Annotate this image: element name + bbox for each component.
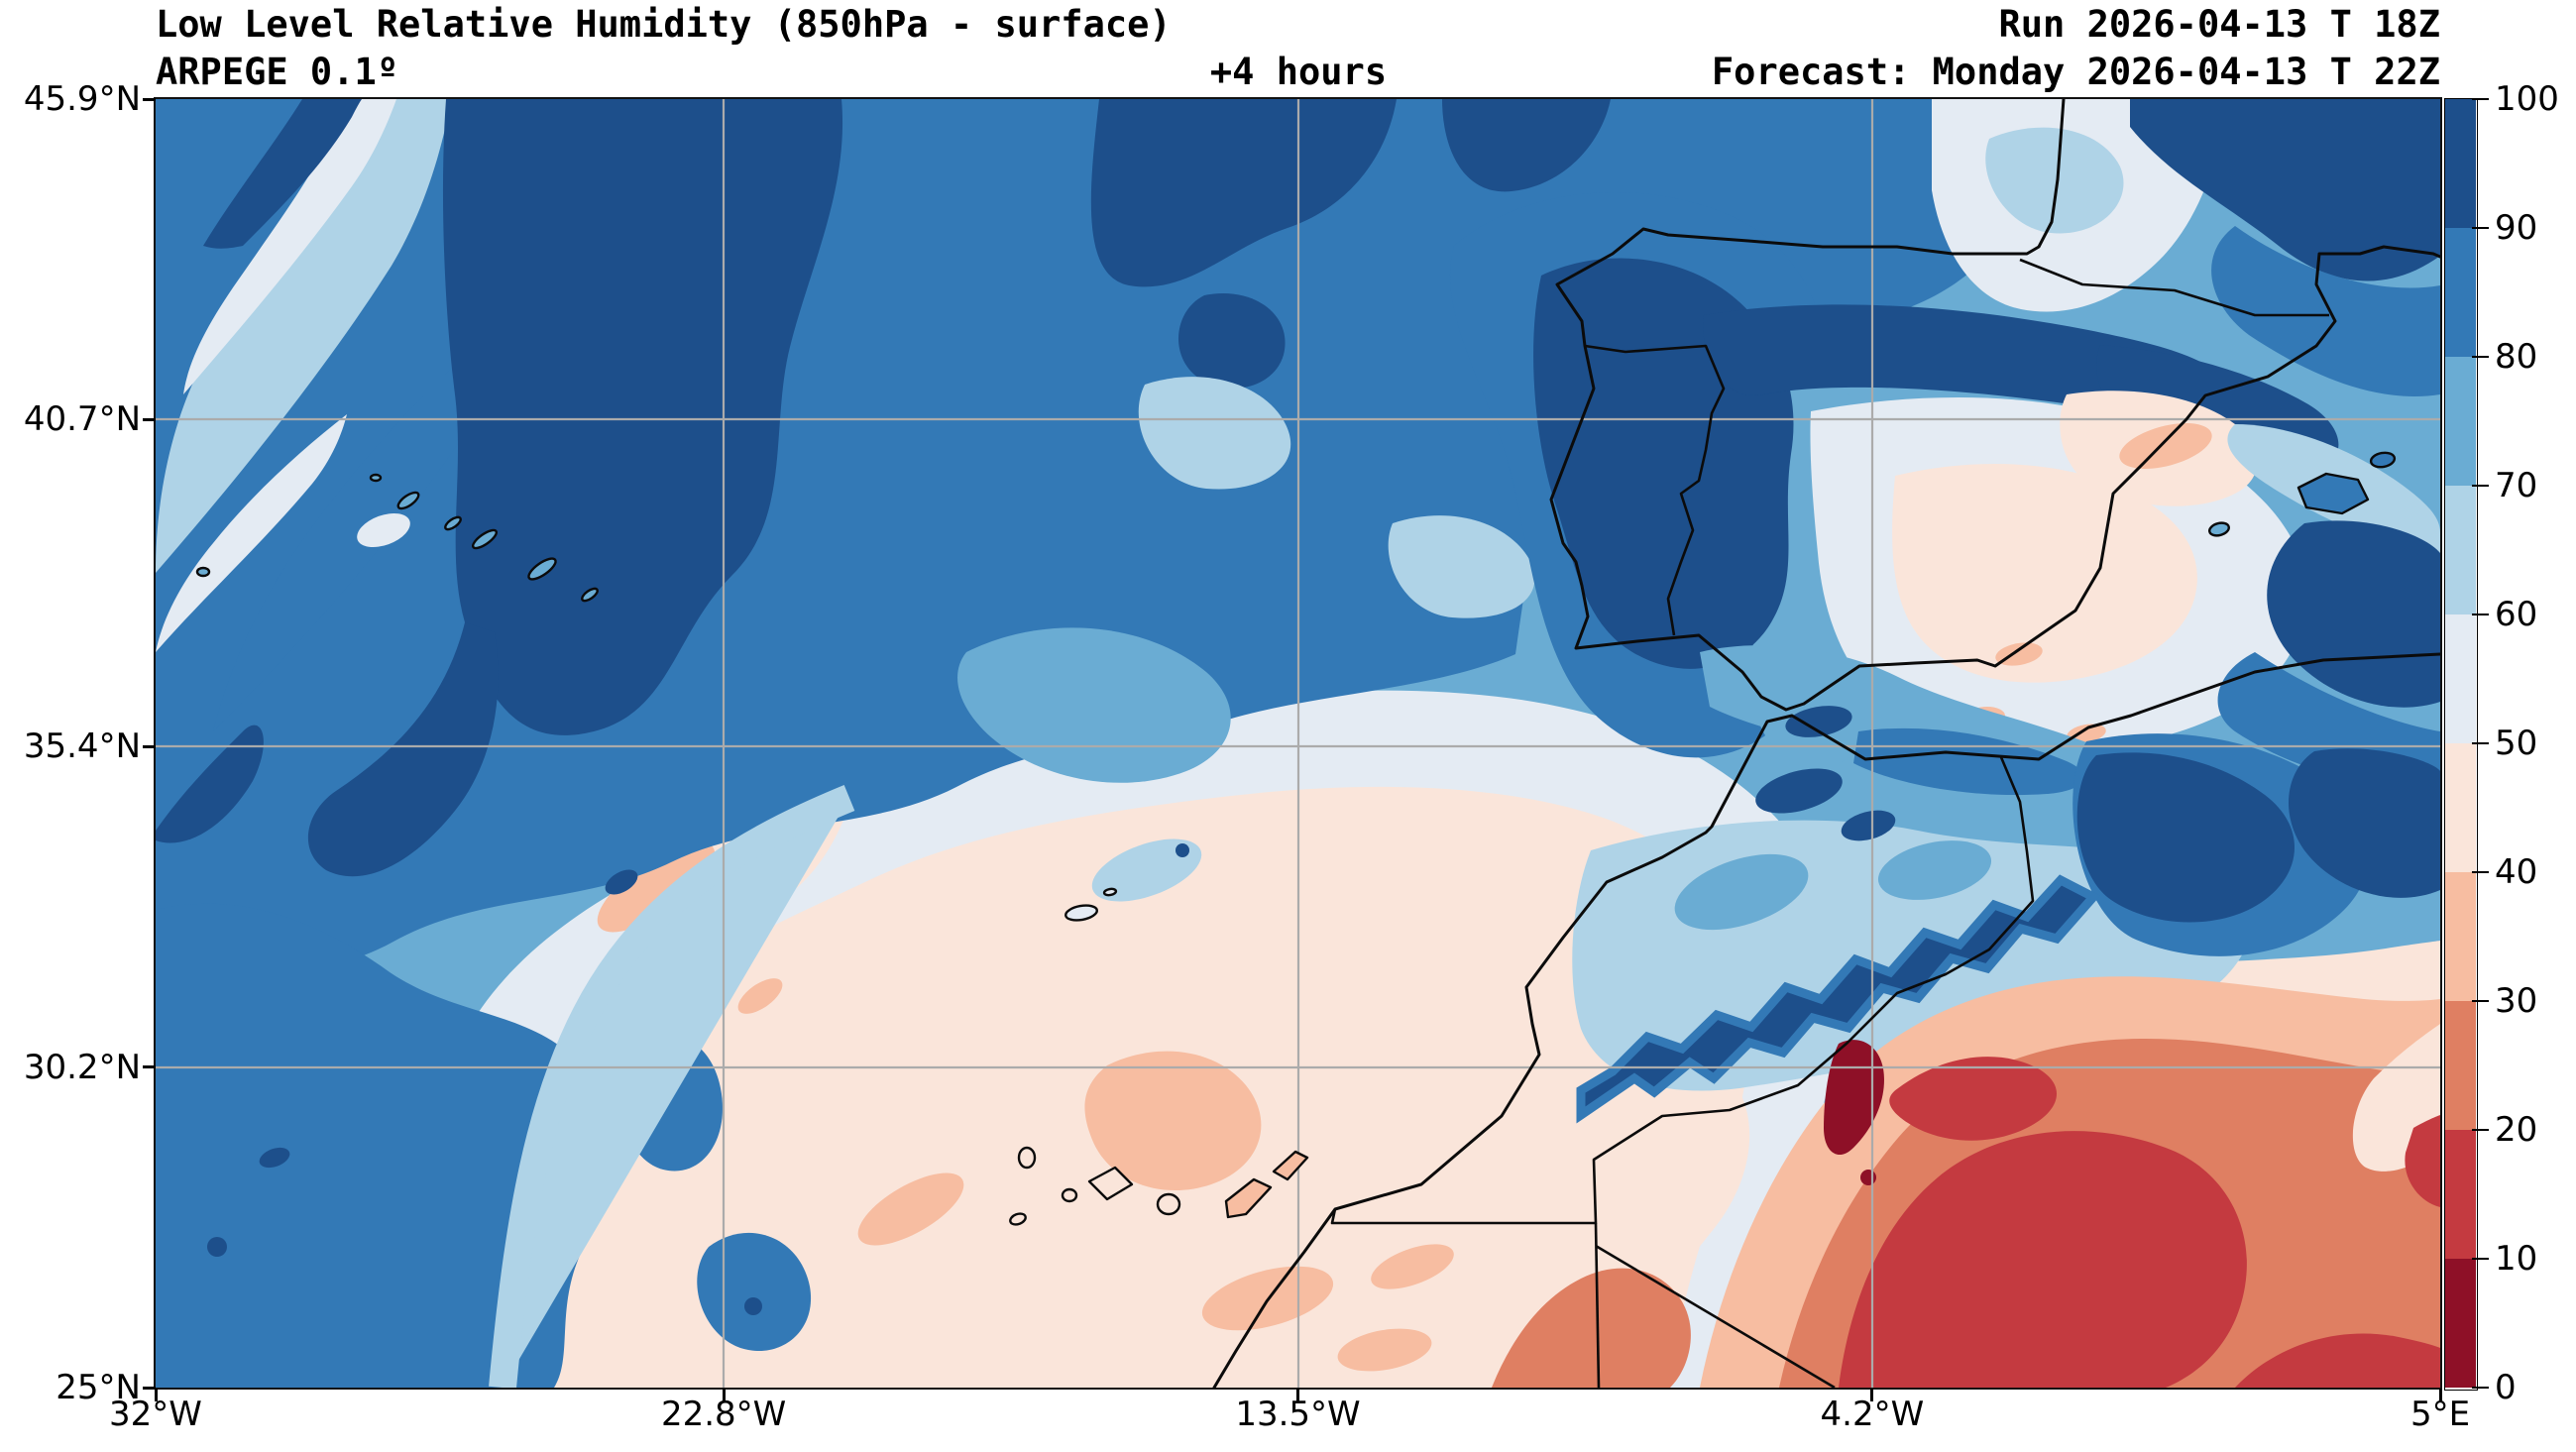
longitude-tick	[722, 1389, 726, 1401]
forecast-valid-label: Forecast: Monday 2026-04-13 T 22Z	[1711, 51, 2440, 93]
colorbar-tick-label: 60	[2495, 595, 2538, 634]
colorbar-band	[2445, 1001, 2476, 1130]
colorbar-tick-label: 80	[2495, 337, 2538, 377]
colorbar-tick-label: 0	[2495, 1368, 2517, 1407]
map-plot-area	[154, 97, 2442, 1390]
longitude-tick-label: 32°W	[109, 1395, 202, 1434]
colorbar-tick	[2472, 741, 2489, 745]
longitude-tick	[154, 1389, 158, 1401]
colorbar-band	[2445, 1259, 2476, 1388]
colorbar-tick	[2472, 613, 2489, 616]
colorbar-band	[2445, 228, 2476, 357]
latitude-tick-label: 45.9°N	[23, 79, 141, 119]
colorbar-tick-label: 20	[2495, 1110, 2538, 1150]
colorbar-tick-label: 90	[2495, 208, 2538, 248]
colorbar-tick-label: 40	[2495, 852, 2538, 892]
colorbar-band	[2445, 743, 2476, 872]
longitude-tick	[2438, 1389, 2442, 1401]
longitude-tick	[1296, 1389, 1299, 1401]
colorbar-tick	[2472, 999, 2489, 1003]
colorbar-frame	[2444, 98, 2478, 1391]
colorbar-tick-label: 10	[2495, 1239, 2538, 1279]
longitude-tick-label: 13.5°W	[1235, 1395, 1361, 1434]
run-label: Run 2026-04-13 T 18Z	[1998, 3, 2440, 46]
colorbar-tick-label: 100	[2495, 79, 2559, 119]
longitude-tick-label: 5°E	[2409, 1395, 2471, 1434]
country-borders	[1330, 258, 2329, 1388]
colorbar-band	[2445, 357, 2476, 486]
latitude-tick-label: 40.7°N	[23, 399, 141, 440]
colorbar-band	[2445, 1130, 2476, 1259]
islands	[195, 451, 2397, 1226]
colorbar-tick	[2472, 97, 2489, 101]
colorbar-tick-label: 30	[2495, 981, 2538, 1021]
colorbar-band	[2445, 614, 2476, 743]
latitude-tick-label: 25°N	[56, 1368, 141, 1407]
colorbar-tick	[2472, 1128, 2489, 1132]
longitude-tick	[1870, 1389, 1874, 1401]
colorbar-tick	[2472, 355, 2489, 359]
latitude-tick-label: 30.2°N	[23, 1047, 141, 1087]
colorbar-tick	[2472, 870, 2489, 874]
colorbar-tick	[2472, 1386, 2489, 1390]
colorbar-tick-label: 70	[2495, 466, 2538, 505]
colorbar-band	[2445, 99, 2476, 228]
model-label: ARPEGE 0.1º	[156, 51, 399, 93]
colorbar-tick-label: 50	[2495, 724, 2538, 763]
lead-time-label: +4 hours	[1209, 51, 1388, 93]
colorbar-tick	[2472, 226, 2489, 230]
humidity-contour-field	[156, 99, 2440, 1388]
colorbar-band	[2445, 486, 2476, 614]
page-title: Low Level Relative Humidity (850hPa - su…	[156, 3, 1172, 46]
longitude-tick-label: 4.2°W	[1820, 1395, 1925, 1434]
longitude-tick-label: 22.8°W	[660, 1395, 787, 1434]
colorbar-band	[2445, 872, 2476, 1001]
colorbar-tick	[2472, 484, 2489, 488]
latitude-tick-label: 35.4°N	[23, 726, 141, 767]
colorbar-tick	[2472, 1257, 2489, 1261]
